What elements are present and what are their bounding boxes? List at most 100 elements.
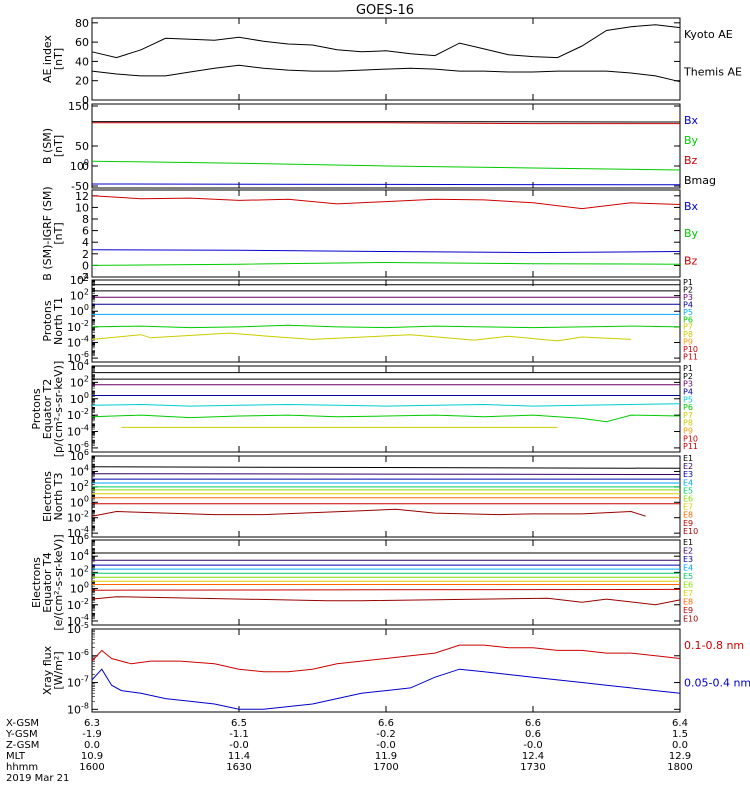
y-tick-label: 104 [70,272,89,287]
y-tick-label: 60 [75,36,89,49]
series-line-p6 [91,414,681,423]
y-axis-label: B (SM)-IGRF (SM) [41,186,54,280]
x-tick-value: -0.0 [523,740,543,751]
x-tick-value: -1.1 [229,729,249,740]
legend-label-p3: P3 [683,293,693,302]
panel-frame [91,103,681,189]
legend-label-by: By [684,134,699,147]
series-line-bz [91,195,681,210]
legend-label-p5: P5 [683,395,693,404]
series-line-bx [91,183,681,186]
y-axis-label: North T3 [52,473,65,521]
x-tick-value: 6.5 [231,718,247,729]
y-tick-label: 6 [82,225,89,238]
y-axis-label: [p/(cm²-s-sr-keV)] [52,361,65,458]
y-tick-label: 102 [70,374,89,389]
x-tick-value: -0.0 [376,740,396,751]
y-tick-label: 40 [75,55,89,68]
y-axis-label: North T1 [52,297,65,345]
legend-label-e5: E5 [683,572,693,581]
x-tick-value: 12.9 [669,751,691,762]
legend-label-p7: P7 [683,411,693,420]
series-line-by [91,261,681,266]
series-line-e10 [91,596,681,606]
x-row-label: X-GSM [6,718,39,729]
y-tick-label: 0 [82,259,89,272]
legend-label-p4: P4 [683,387,693,396]
legend-label-p3: P3 [683,380,693,389]
y-tick-label: 10-6 [67,440,89,455]
legend-label-e1: E1 [683,538,693,547]
x-tick-value: 11.4 [228,751,250,762]
y-tick-label: 104 [70,548,89,563]
y-tick-label: 10-4 [67,334,89,349]
y-tick-label: 106 [70,532,89,547]
legend-label-p8: P8 [683,330,693,339]
x-row-label: MLT [6,751,26,762]
x-tick-value: 12.4 [522,751,544,762]
y-axis-label: [nT] [52,48,65,70]
series-line-0-1-0-8-nm [91,644,681,673]
y-tick-label: 0 [82,94,89,107]
series-line-0-05-0-4-nm [91,668,681,710]
legend-label-p11: P11 [683,353,698,362]
legend-label-e2: E2 [683,462,693,471]
legend-label-e7: E7 [683,589,693,598]
y-tick-label: 10-6 [67,648,89,663]
y-tick-label: 10-5 [67,621,89,636]
x-tick-value: 6.3 [84,718,100,729]
x-tick-value: -0.2 [376,729,396,740]
y-tick-label: 10-2 [67,597,89,612]
legend-label-e6: E6 [683,581,693,590]
y-tick-label: 100 [70,581,89,596]
x-tick-value: -0.0 [229,740,249,751]
y-tick-label: 12 [75,190,89,203]
series-line-p5 [91,403,681,407]
y-axis-label: [nT] [52,135,65,157]
y-tick-label: 0 [82,160,89,173]
y-tick-label: 104 [70,358,89,373]
y-tick-label: 100 [70,494,89,509]
y-tick-label: 50 [75,140,89,153]
panel-frame [91,17,681,101]
series-line-e2 [91,473,681,475]
x-tick-value: 1730 [520,762,545,773]
y-tick-label: 10-7 [67,675,89,690]
panel-8: 10-8 10-7 10-6 10-5 Xray flux[W/m²] 0.1-0.8 n… [41,621,750,716]
series-line-themis-ae [91,64,681,83]
y-tick-label: -2 [78,271,89,284]
series-line-p8 [91,332,632,342]
y-tick-label: 10 [75,201,89,214]
x-tick-value: 0.0 [84,740,100,751]
x-tick-value: 1.5 [672,729,688,740]
y-tick-label: 100 [70,391,89,406]
legend-label-p7: P7 [683,323,693,332]
x-tick-value: 11.9 [375,751,397,762]
legend-label-e3: E3 [683,470,693,479]
legend-label-p2: P2 [683,285,693,294]
legend-label-kyoto-ae: Kyoto AE [684,28,733,41]
legend-label-p9: P9 [683,338,693,347]
plot-title: GOES-16 [356,3,414,18]
y-axis-label: Electrons [41,471,54,522]
legend-label-p4: P4 [683,300,693,309]
series-line-bz [92,122,680,125]
y-axis-label: B (SM) [41,128,54,164]
series-line-bx [91,249,681,254]
series-line-e9 [91,588,681,591]
y-tick-label: 106 [70,448,89,463]
y-tick-label: 150 [68,100,89,113]
y-tick-label: 4 [82,236,89,249]
legend-label-e6: E6 [683,495,693,504]
x-tick-value: 6.4 [672,718,688,729]
y-tick-label: 104 [70,463,89,478]
x-tick-value: 0.0 [672,740,688,751]
y-axis-label: Equator T4 [41,552,54,612]
y-tick-label: 2 [82,248,89,261]
series-line-e10 [91,508,646,517]
y-tick-label: 10-6 [67,350,89,365]
legend-label-p5: P5 [683,308,693,317]
